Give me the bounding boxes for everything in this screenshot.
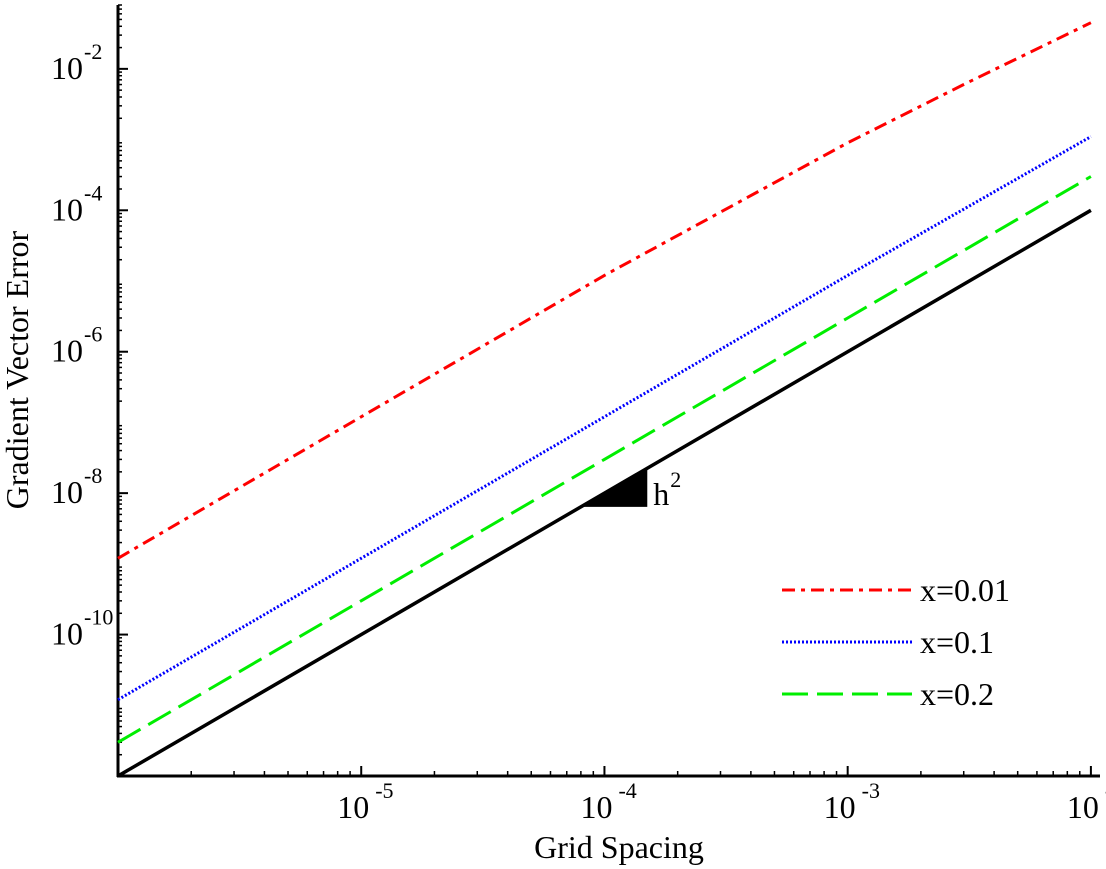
series-line-x=0.2 xyxy=(117,175,1092,744)
y-tick-label: 10 xyxy=(51,50,83,86)
legend-label: x=0.01 xyxy=(920,572,1010,608)
series-line-x=0.1 xyxy=(117,135,1092,701)
y-tick-label: 10 xyxy=(51,616,83,652)
x-tick-exponent: -3 xyxy=(862,778,880,803)
slope-label-exponent: 2 xyxy=(670,467,681,492)
x-tick-label: 10 xyxy=(580,789,612,825)
series-layer xyxy=(117,21,1092,778)
slope-label: h xyxy=(653,476,669,512)
x-axis-label: Grid Spacing xyxy=(534,829,704,865)
y-tick-exponent: -6 xyxy=(84,322,102,347)
y-tick-exponent: -4 xyxy=(84,180,102,205)
legend: x=0.01 x=0.1 x=0.2 xyxy=(782,572,1010,712)
y-tick-label: 10 xyxy=(51,474,83,510)
y-tick-exponent: -2 xyxy=(84,39,102,64)
x-tick-exponent: -4 xyxy=(618,778,636,803)
slope-triangle xyxy=(580,468,648,507)
y-tick-exponent: -10 xyxy=(84,605,113,630)
y-tick-label: 10 xyxy=(51,333,83,369)
x-tick-exponent: -2 xyxy=(1105,778,1106,803)
x-tick-label: 10 xyxy=(1067,789,1099,825)
x-tick-exponent: -5 xyxy=(375,778,393,803)
y-axis-label: Gradient Vector Error xyxy=(0,230,35,509)
series-line-x=0.01 xyxy=(117,21,1092,560)
y-tick-exponent: -8 xyxy=(84,463,102,488)
x-tick-label: 10 xyxy=(337,789,369,825)
y-tick-label: 10 xyxy=(51,191,83,227)
x-tick-label: 10 xyxy=(824,789,856,825)
legend-label: x=0.1 xyxy=(920,624,994,660)
legend-label: x=0.2 xyxy=(920,676,994,712)
